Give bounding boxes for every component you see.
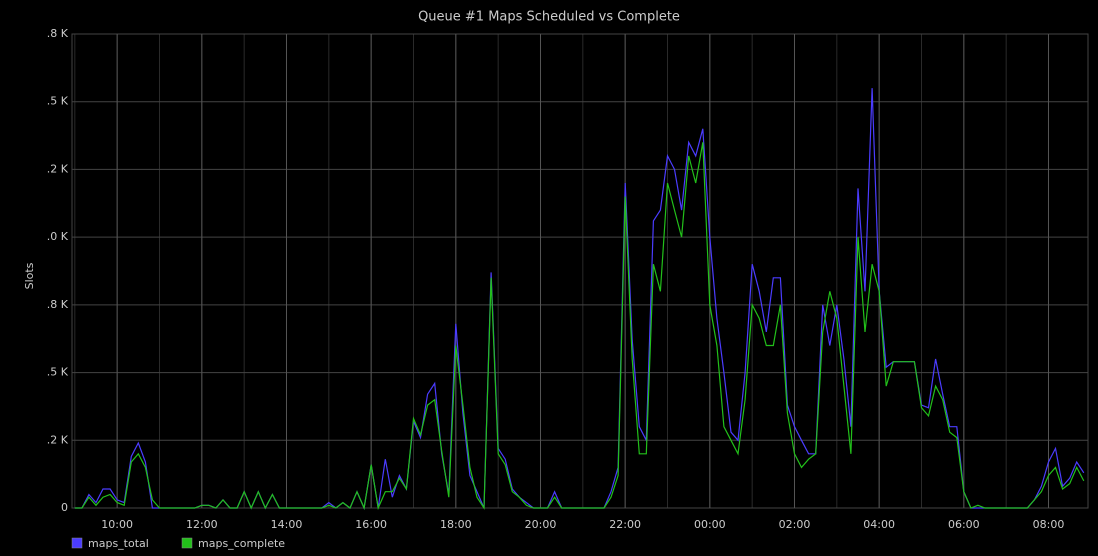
y-tick-label: 0	[61, 501, 68, 514]
legend-label: maps_complete	[198, 537, 285, 550]
x-tick-label: 10:00	[101, 518, 133, 531]
y-tick-label: .2 K	[47, 433, 69, 446]
x-tick-label: 00:00	[694, 518, 726, 531]
x-tick-label: 02:00	[779, 518, 811, 531]
y-tick-label: .5 K	[47, 366, 69, 379]
y-tick-label: .5 K	[47, 95, 69, 108]
y-axis-label: Slots	[23, 262, 36, 289]
x-tick-label: 18:00	[440, 518, 472, 531]
x-tick-label: 16:00	[355, 518, 387, 531]
y-tick-label: .2 K	[47, 162, 69, 175]
x-tick-label: 20:00	[525, 518, 557, 531]
legend-swatch	[71, 537, 83, 549]
x-tick-label: 08:00	[1033, 518, 1065, 531]
x-tick-label: 22:00	[609, 518, 641, 531]
plot-area	[71, 33, 1089, 509]
x-tick-label: 14:00	[271, 518, 303, 531]
series-line	[74, 142, 1085, 511]
legend-swatch	[181, 537, 193, 549]
y-tick-label: .8 K	[47, 298, 69, 311]
x-tick-label: 12:00	[186, 518, 218, 531]
y-tick-label: .0 K	[47, 230, 69, 243]
x-tick-label: 04:00	[863, 518, 895, 531]
y-tick-label: .8 K	[47, 27, 69, 40]
chart-title: Queue #1 Maps Scheduled vs Complete	[418, 10, 680, 25]
x-tick-label: 06:00	[948, 518, 980, 531]
legend-label: maps_total	[88, 537, 149, 550]
